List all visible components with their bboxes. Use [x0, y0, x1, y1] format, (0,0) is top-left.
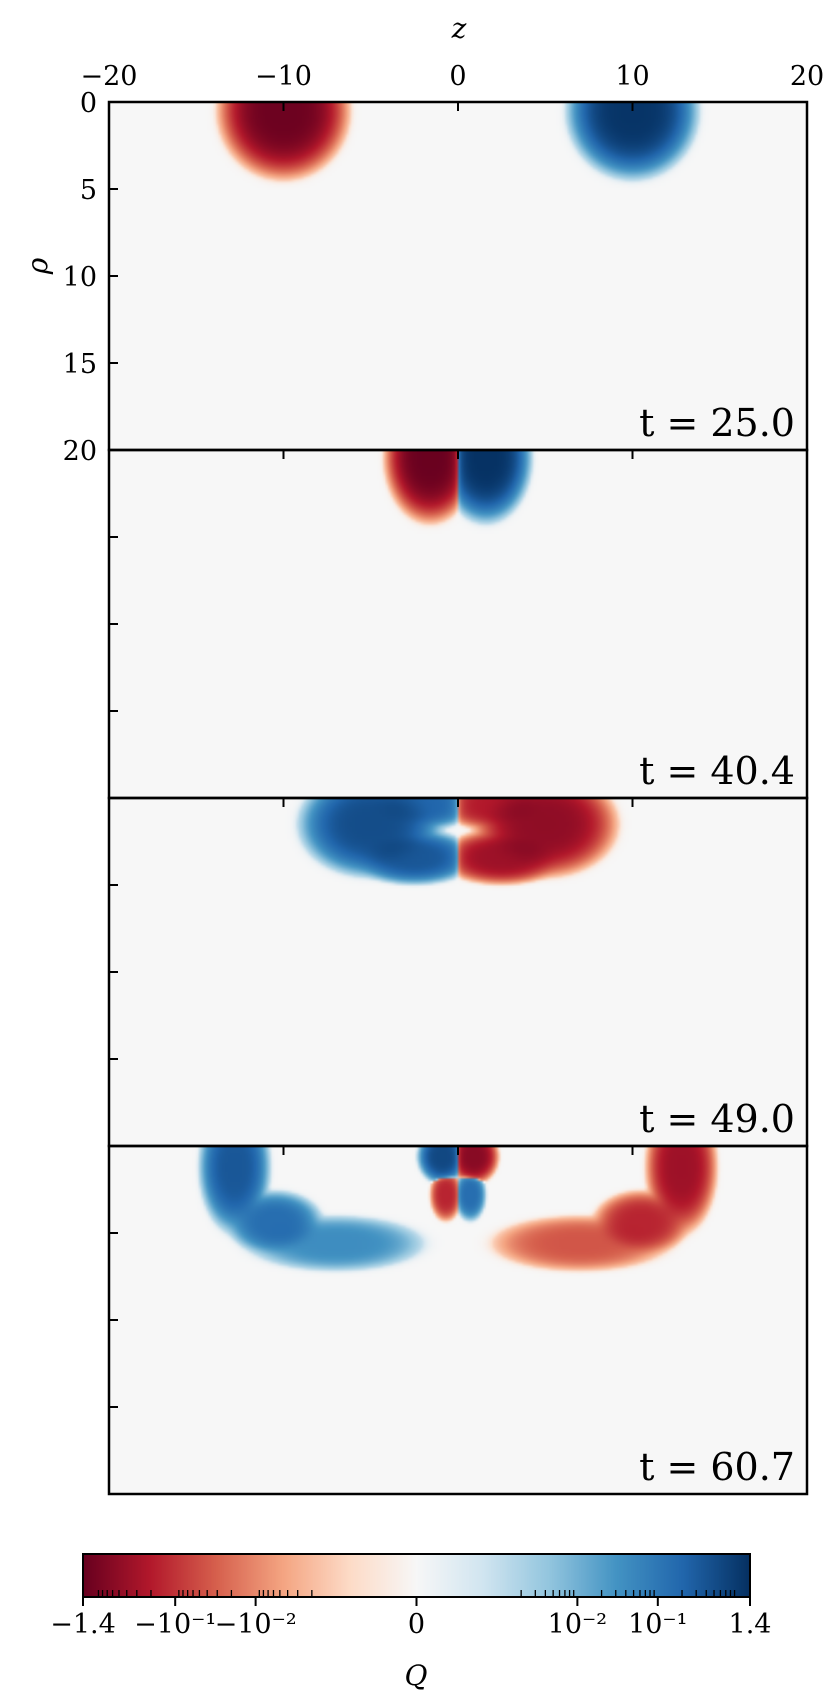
colorbar-label: Q: [405, 1659, 428, 1692]
heatmap-image: [109, 798, 807, 1146]
x-tick-label: 20: [790, 61, 824, 92]
colorbar-tick-label: 10⁻¹: [628, 1609, 687, 1640]
heatmap-panel-1: [109, 450, 807, 798]
axes: t = 25.0 t = 40.4 t = 49.0 t = 60.7 −20 −10 0 1…: [63, 61, 824, 1496]
y-tick-label: 20: [63, 436, 97, 467]
colorbar: −1.4 −10⁻¹−10⁻² 0 10⁻² 10⁻¹ 1.4: [50, 1553, 772, 1640]
time-label: t = 40.4: [639, 749, 795, 793]
x-tick-label: 10: [615, 61, 649, 92]
heatmap-panel-2: [109, 798, 807, 1146]
y-axis-label: ρ: [21, 257, 54, 275]
x-tick-label: 0: [449, 61, 466, 92]
y-tick-label: 5: [80, 175, 97, 206]
time-label: t = 60.7: [639, 1445, 795, 1489]
heatmap-image: [109, 450, 807, 798]
y-tick-label: 10: [63, 262, 97, 293]
colorbar-tick-label: −10⁻²: [215, 1609, 297, 1640]
heatmap-panel-0: [109, 102, 807, 450]
colorbar-tick-label: 10⁻²: [548, 1609, 607, 1640]
colorbar-tick-label: −1.4: [50, 1609, 116, 1640]
colorbar-tick-label: −10⁻¹: [134, 1609, 216, 1640]
panels: [109, 102, 807, 1494]
x-axis-label: z: [451, 12, 467, 45]
heatmap-image: [109, 102, 807, 450]
colorbar-tick-label: 0: [408, 1609, 425, 1640]
heatmap-panel-3: [109, 1146, 807, 1494]
x-tick-label: −10: [255, 61, 312, 92]
colorbar-gradient: [83, 1554, 750, 1597]
y-tick-label: 15: [63, 349, 97, 380]
heatmap-image: [109, 1146, 807, 1494]
colorbar-tick-label: 1.4: [729, 1609, 772, 1640]
time-label: t = 49.0: [639, 1097, 795, 1141]
y-tick-label: 0: [80, 88, 97, 119]
time-label: t = 25.0: [639, 401, 795, 445]
x-tick-label: −20: [81, 61, 138, 92]
